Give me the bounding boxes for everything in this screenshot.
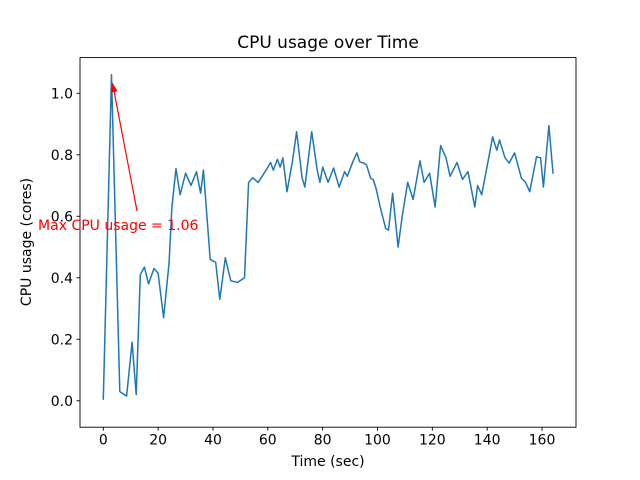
x-axis-label: Time (sec) — [291, 454, 365, 470]
x-tick-label: 120 — [419, 433, 446, 449]
y-tick-label: 1.0 — [51, 86, 73, 102]
x-tick-label: 60 — [259, 433, 277, 449]
y-tick-label: 0.0 — [51, 394, 73, 410]
x-tick-label: 80 — [314, 433, 332, 449]
x-tick-label: 160 — [529, 433, 556, 449]
cpu-usage-line — [102, 74, 554, 400]
max-annotation-text: Max CPU usage = 1.06 — [38, 217, 199, 234]
x-tick-label: 20 — [149, 433, 167, 449]
x-tick-label: 0 — [99, 433, 108, 449]
y-axis-label: CPU usage (cores) — [19, 177, 35, 307]
y-tick-label: 0.2 — [51, 332, 73, 348]
y-tick-label: 0.4 — [51, 271, 73, 287]
y-tick-label: 0.8 — [51, 148, 73, 164]
x-tick-label: 40 — [204, 433, 222, 449]
x-tick-label: 140 — [474, 433, 501, 449]
annotation-arrowhead — [110, 83, 118, 93]
annotation-arrow-line — [111, 83, 138, 212]
chart-title: CPU usage over Time — [237, 33, 419, 53]
plot-border — [79, 57, 577, 428]
x-tick-label: 100 — [364, 433, 391, 449]
